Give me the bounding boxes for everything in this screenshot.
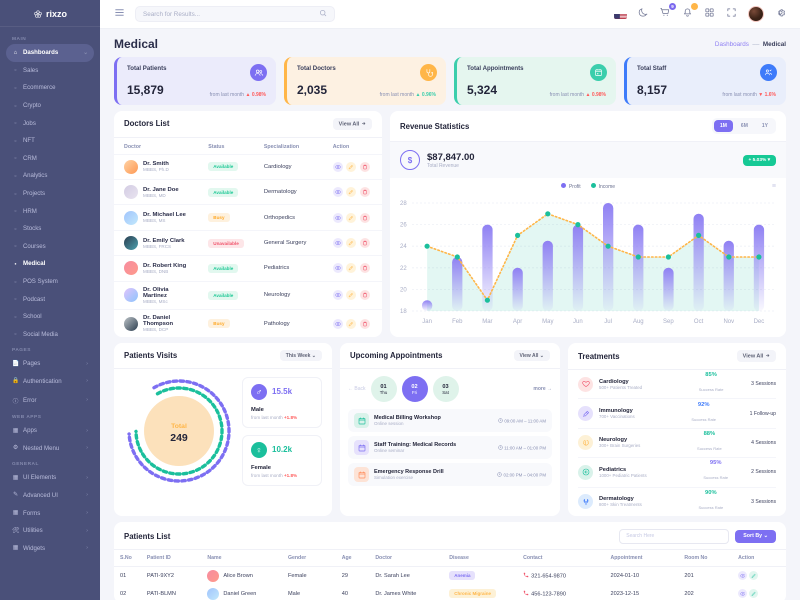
svg-text:Jun: Jun <box>573 319 583 325</box>
svg-text:18: 18 <box>400 309 407 315</box>
svg-text:May: May <box>542 319 553 325</box>
svg-text:Feb: Feb <box>452 319 463 325</box>
svg-text:28: 28 <box>400 201 407 207</box>
svg-text:Jan: Jan <box>422 319 432 325</box>
svg-text:Sep: Sep <box>663 319 674 325</box>
svg-text:Nov: Nov <box>723 319 734 325</box>
svg-text:Apr: Apr <box>513 319 522 325</box>
svg-text:Mar: Mar <box>482 319 492 325</box>
svg-text:24: 24 <box>400 244 407 250</box>
svg-text:Aug: Aug <box>633 319 644 325</box>
svg-text:Oct: Oct <box>694 319 704 325</box>
svg-text:Jul: Jul <box>604 319 612 325</box>
svg-text:Total: Total <box>171 423 187 430</box>
svg-text:249: 249 <box>170 432 188 444</box>
svg-text:26: 26 <box>400 223 407 229</box>
svg-text:20: 20 <box>400 287 407 293</box>
svg-text:Dec: Dec <box>754 319 765 325</box>
svg-text:22: 22 <box>400 266 407 272</box>
